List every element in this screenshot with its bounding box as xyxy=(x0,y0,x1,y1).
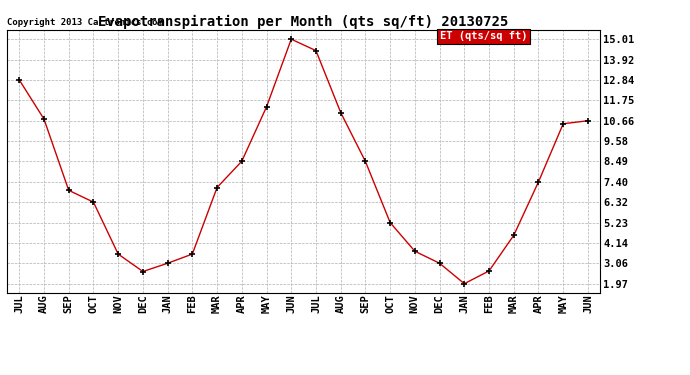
Text: Copyright 2013 Cartronics.com: Copyright 2013 Cartronics.com xyxy=(7,18,163,27)
Title: Evapotranspiration per Month (qts sq/ft) 20130725: Evapotranspiration per Month (qts sq/ft)… xyxy=(99,15,509,29)
Text: ET (qts/sq ft): ET (qts/sq ft) xyxy=(440,32,528,41)
